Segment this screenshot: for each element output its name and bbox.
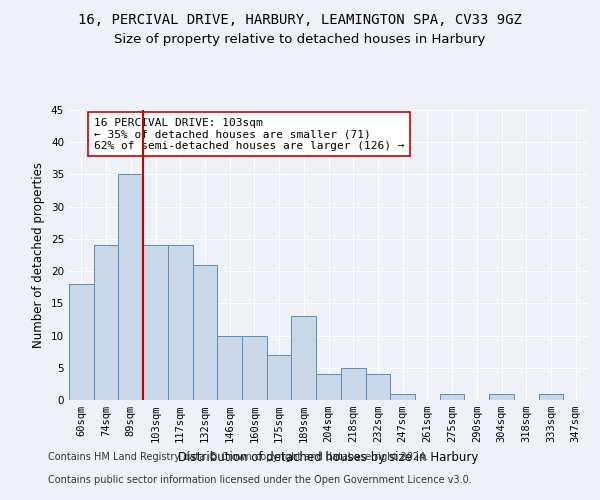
Bar xyxy=(292,316,316,400)
Text: Size of property relative to detached houses in Harbury: Size of property relative to detached ho… xyxy=(115,32,485,46)
Bar xyxy=(489,394,514,400)
Text: Contains public sector information licensed under the Open Government Licence v3: Contains public sector information licen… xyxy=(48,475,472,485)
Y-axis label: Number of detached properties: Number of detached properties xyxy=(32,162,46,348)
Bar xyxy=(390,394,415,400)
Bar xyxy=(242,336,267,400)
Bar xyxy=(440,394,464,400)
Bar xyxy=(217,336,242,400)
Bar xyxy=(316,374,341,400)
Bar xyxy=(365,374,390,400)
Bar xyxy=(143,246,168,400)
X-axis label: Distribution of detached houses by size in Harbury: Distribution of detached houses by size … xyxy=(178,450,479,464)
Text: 16 PERCIVAL DRIVE: 103sqm
← 35% of detached houses are smaller (71)
62% of semi-: 16 PERCIVAL DRIVE: 103sqm ← 35% of detac… xyxy=(94,118,404,151)
Bar xyxy=(539,394,563,400)
Bar xyxy=(193,264,217,400)
Text: Contains HM Land Registry data © Crown copyright and database right 2024.: Contains HM Land Registry data © Crown c… xyxy=(48,452,428,462)
Bar xyxy=(168,246,193,400)
Text: 16, PERCIVAL DRIVE, HARBURY, LEAMINGTON SPA, CV33 9GZ: 16, PERCIVAL DRIVE, HARBURY, LEAMINGTON … xyxy=(78,12,522,26)
Bar xyxy=(341,368,365,400)
Bar xyxy=(118,174,143,400)
Bar xyxy=(94,246,118,400)
Bar xyxy=(267,355,292,400)
Bar xyxy=(69,284,94,400)
